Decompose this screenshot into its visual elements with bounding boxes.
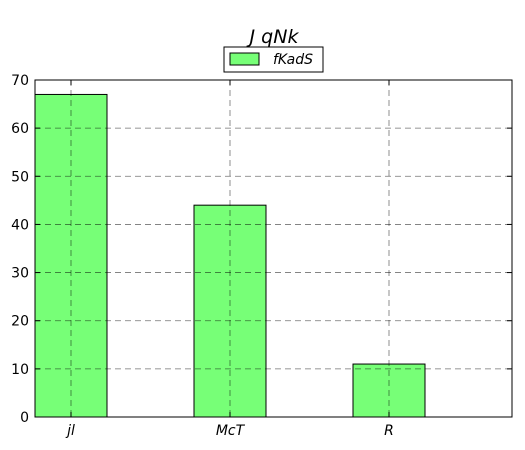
ytick-label-50: 50 xyxy=(11,169,29,185)
xtick-label-McT: McT xyxy=(216,423,246,439)
xtick-label-jl: jl xyxy=(65,423,75,439)
chart-title: J qNk xyxy=(246,26,300,48)
plot-area: 0 10 20 30 40 50 60 70 jl McT R xyxy=(11,73,513,439)
axes-frame xyxy=(34,79,513,418)
ytick-label-20: 20 xyxy=(11,314,29,330)
xtick-label-R: R xyxy=(384,423,394,439)
ytick-label-10: 10 xyxy=(11,362,29,378)
ytick-label-70: 70 xyxy=(11,73,29,89)
ytick-label-60: 60 xyxy=(11,121,29,137)
ytick-label-30: 30 xyxy=(11,266,29,282)
ytick-label-0: 0 xyxy=(20,410,29,426)
legend: fKadS xyxy=(223,46,324,73)
legend-swatch xyxy=(229,52,260,66)
legend-label: fKadS xyxy=(273,52,313,68)
ytick-label-40: 40 xyxy=(11,217,29,233)
